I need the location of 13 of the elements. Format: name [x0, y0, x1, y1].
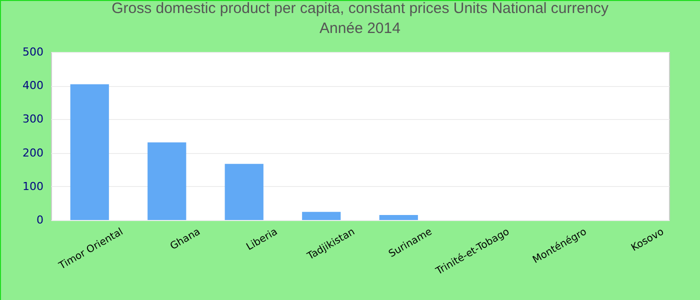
bar	[148, 142, 186, 220]
bar	[70, 84, 109, 220]
bar	[224, 164, 264, 220]
y-tick-label: 100	[22, 180, 44, 193]
y-tick-label: 500	[22, 46, 44, 58]
y-tick-label: 0	[36, 214, 44, 226]
bar	[379, 214, 418, 220]
chart-title: Gross domestic product per capita, constant prices Units National currency	[112, 0, 609, 17]
y-tick-label: 300	[22, 112, 44, 126]
y-tick-label: 200	[22, 146, 44, 160]
y-tick-label: 400	[22, 79, 44, 92]
bar	[302, 212, 341, 220]
chart-subtitle: Année 2014	[320, 20, 400, 37]
